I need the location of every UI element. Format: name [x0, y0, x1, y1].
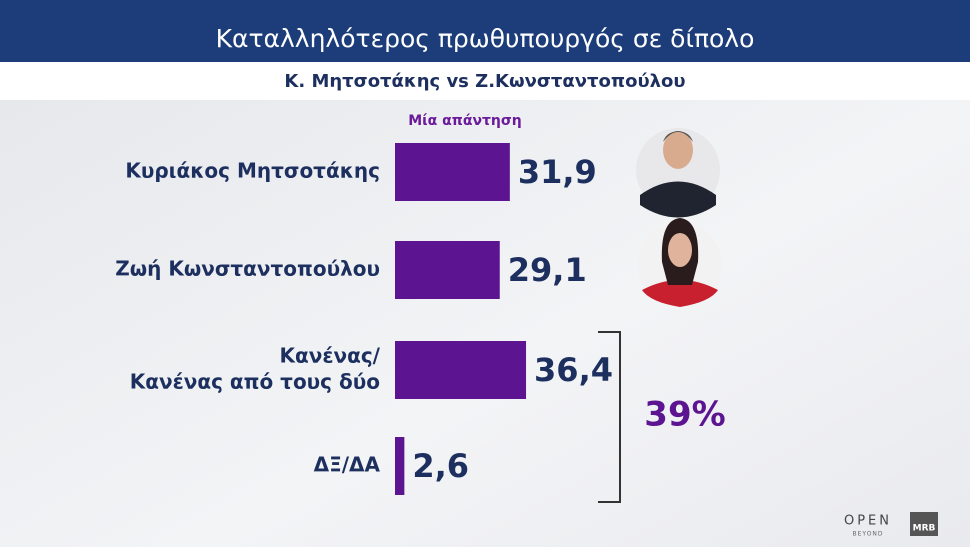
value-label: 2,6 [412, 447, 469, 485]
value-label: 31,9 [518, 153, 597, 191]
value-label: 36,4 [534, 351, 613, 389]
category-label: Κυριάκος Μητσοτάκης [125, 159, 380, 183]
logo-beyond: BEYOND [852, 531, 883, 538]
annotation: 39% [644, 395, 725, 435]
bar [395, 341, 527, 399]
subtitle-band [0, 62, 970, 100]
series-label: Μία απάντηση [408, 113, 522, 129]
logo-mrb: MRB [913, 524, 936, 534]
category-label: Κανένας από τους δύο [130, 370, 380, 394]
logo-mrb-box [910, 512, 938, 536]
photo-konstantopoulou [638, 218, 722, 307]
chart-title: Καταλληλότερος πρωθυπουργός σε δίπολο [216, 24, 755, 53]
bar [395, 241, 500, 299]
photo-mitsotakis [636, 128, 720, 218]
category-label: Κανένας/ [279, 344, 380, 368]
header-band [0, 0, 970, 62]
category-label: ΔΞ/ΔΑ [314, 453, 381, 477]
chart-subtitle: Κ. Μητσοτάκης vs Ζ.Κωνσταντοπούλου [284, 71, 685, 92]
value-label: 29,1 [508, 251, 587, 289]
bar [395, 143, 510, 201]
bar [395, 437, 405, 495]
category-label: Ζωή Κωνσταντοπούλου [115, 257, 380, 281]
bracket [598, 331, 621, 503]
logo-open: OPEN [844, 514, 892, 529]
